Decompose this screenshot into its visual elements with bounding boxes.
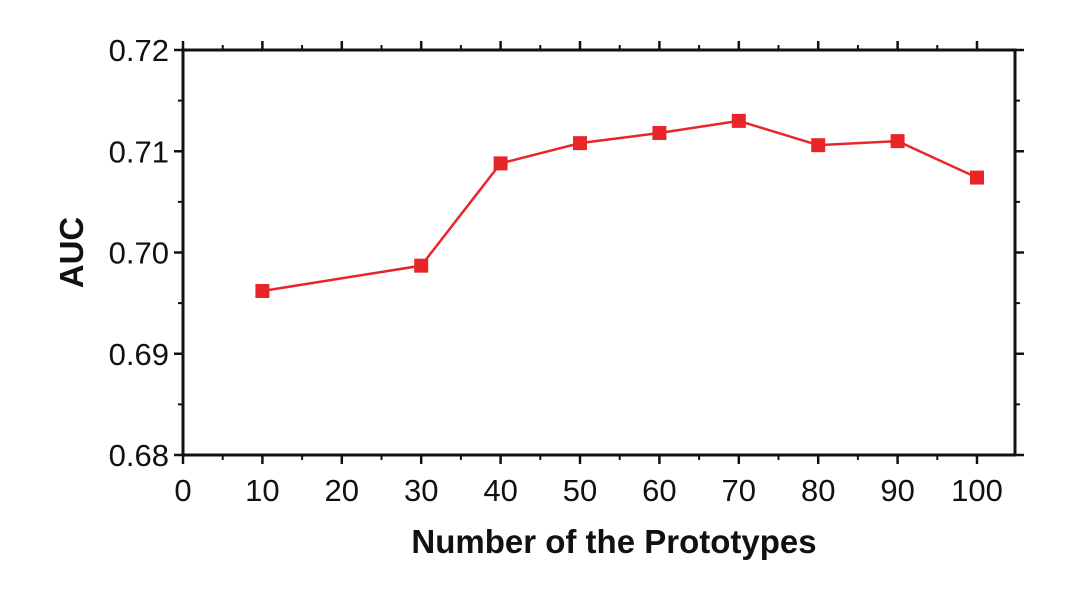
x-tick-label: 80 — [801, 473, 835, 508]
data-point-marker — [414, 258, 429, 273]
y-axis-title: AUC — [53, 217, 90, 289]
data-point-marker — [970, 170, 984, 185]
data-point-marker — [573, 136, 587, 151]
y-tick-label: 0.72 — [109, 33, 169, 68]
tick-labels: 0 10 20 30 40 50 60 70 80 90 100 0.68 0.69 0.70 0.71 0.… — [109, 33, 1003, 508]
data-point-marker — [493, 156, 508, 171]
series-line — [262, 119, 978, 293]
data-point-marker — [255, 283, 270, 298]
x-tick-label: 0 — [174, 473, 191, 508]
x-tick-label: 30 — [404, 473, 438, 508]
x-tick-label: 70 — [722, 473, 756, 508]
x-tick-label: 10 — [245, 473, 279, 508]
y-tick-label: 0.69 — [109, 337, 169, 372]
data-point-marker — [731, 113, 746, 128]
y-tick-label: 0.71 — [109, 134, 169, 169]
x-tick-label: 90 — [880, 473, 914, 508]
x-tick-label: 100 — [951, 473, 1003, 508]
axis-ticks — [174, 41, 1024, 464]
x-tick-label: 40 — [483, 473, 517, 508]
x-tick-label: 50 — [563, 473, 597, 508]
y-tick-label: 0.70 — [109, 236, 169, 271]
data-point-marker — [652, 126, 667, 141]
y-tick-label: 0.68 — [109, 438, 169, 473]
x-axis-title: Number of the Prototypes — [411, 523, 816, 560]
x-tick-label: 20 — [325, 473, 359, 508]
plot-frame — [181, 48, 1017, 457]
series-layer — [255, 113, 984, 298]
data-point-marker — [890, 134, 905, 149]
x-tick-label: 60 — [642, 473, 676, 508]
data-point-marker — [811, 138, 826, 153]
